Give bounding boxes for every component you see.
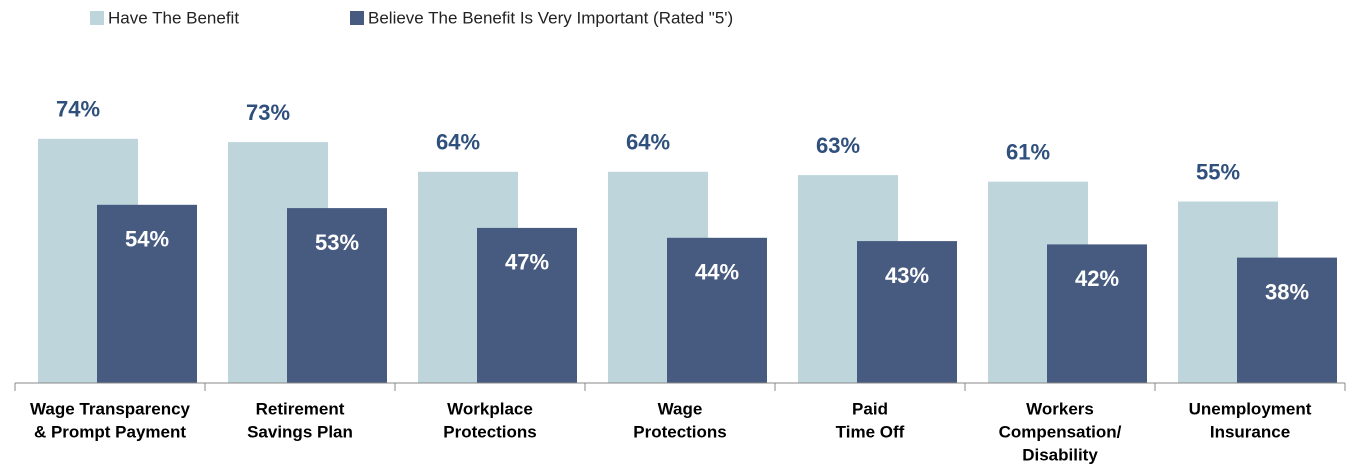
bar xyxy=(857,241,957,383)
value-label: 42% xyxy=(1075,266,1119,291)
x-tick-label: Savings Plan xyxy=(247,422,353,441)
x-tick-label: Disability xyxy=(1022,445,1098,464)
bar xyxy=(1237,257,1337,383)
bar xyxy=(1047,244,1147,383)
x-tick-label: & Prompt Payment xyxy=(34,422,186,441)
bar xyxy=(287,208,387,383)
x-tick-label: Workplace xyxy=(447,399,533,418)
value-label: 64% xyxy=(626,130,670,155)
x-tick-label: Protections xyxy=(633,422,727,441)
x-tick-label: Retirement xyxy=(256,399,345,418)
x-tick-label: Workers xyxy=(1026,399,1094,418)
bar xyxy=(97,204,197,383)
value-label: 73% xyxy=(246,100,290,125)
value-label: 61% xyxy=(1006,140,1050,165)
value-label: 47% xyxy=(505,250,549,275)
x-tick-label: Insurance xyxy=(1210,422,1290,441)
x-tick-label: Protections xyxy=(443,422,537,441)
x-tick-label: Unemployment xyxy=(1189,399,1312,418)
value-label: 54% xyxy=(125,227,169,252)
value-label: 55% xyxy=(1196,159,1240,184)
legend-label: Believe The Benefit Is Very Important (R… xyxy=(368,8,733,27)
bar xyxy=(477,227,577,383)
x-tick-label: Compensation/ xyxy=(999,422,1122,441)
x-tick-label: Wage xyxy=(658,399,703,418)
value-label: 38% xyxy=(1265,279,1309,304)
legend-label: Have The Benefit xyxy=(108,8,239,27)
value-label: 53% xyxy=(315,230,359,255)
x-tick-label: Paid xyxy=(852,399,888,418)
bar xyxy=(667,237,767,383)
value-label: 44% xyxy=(695,260,739,285)
value-label: 63% xyxy=(816,133,860,158)
value-label: 64% xyxy=(436,130,480,155)
legend-swatch xyxy=(350,11,364,25)
legend-swatch xyxy=(90,11,104,25)
value-label: 74% xyxy=(56,97,100,122)
x-tick-label: Wage Transparency xyxy=(30,399,191,418)
value-label: 43% xyxy=(885,263,929,288)
x-tick-label: Time Off xyxy=(836,422,905,441)
